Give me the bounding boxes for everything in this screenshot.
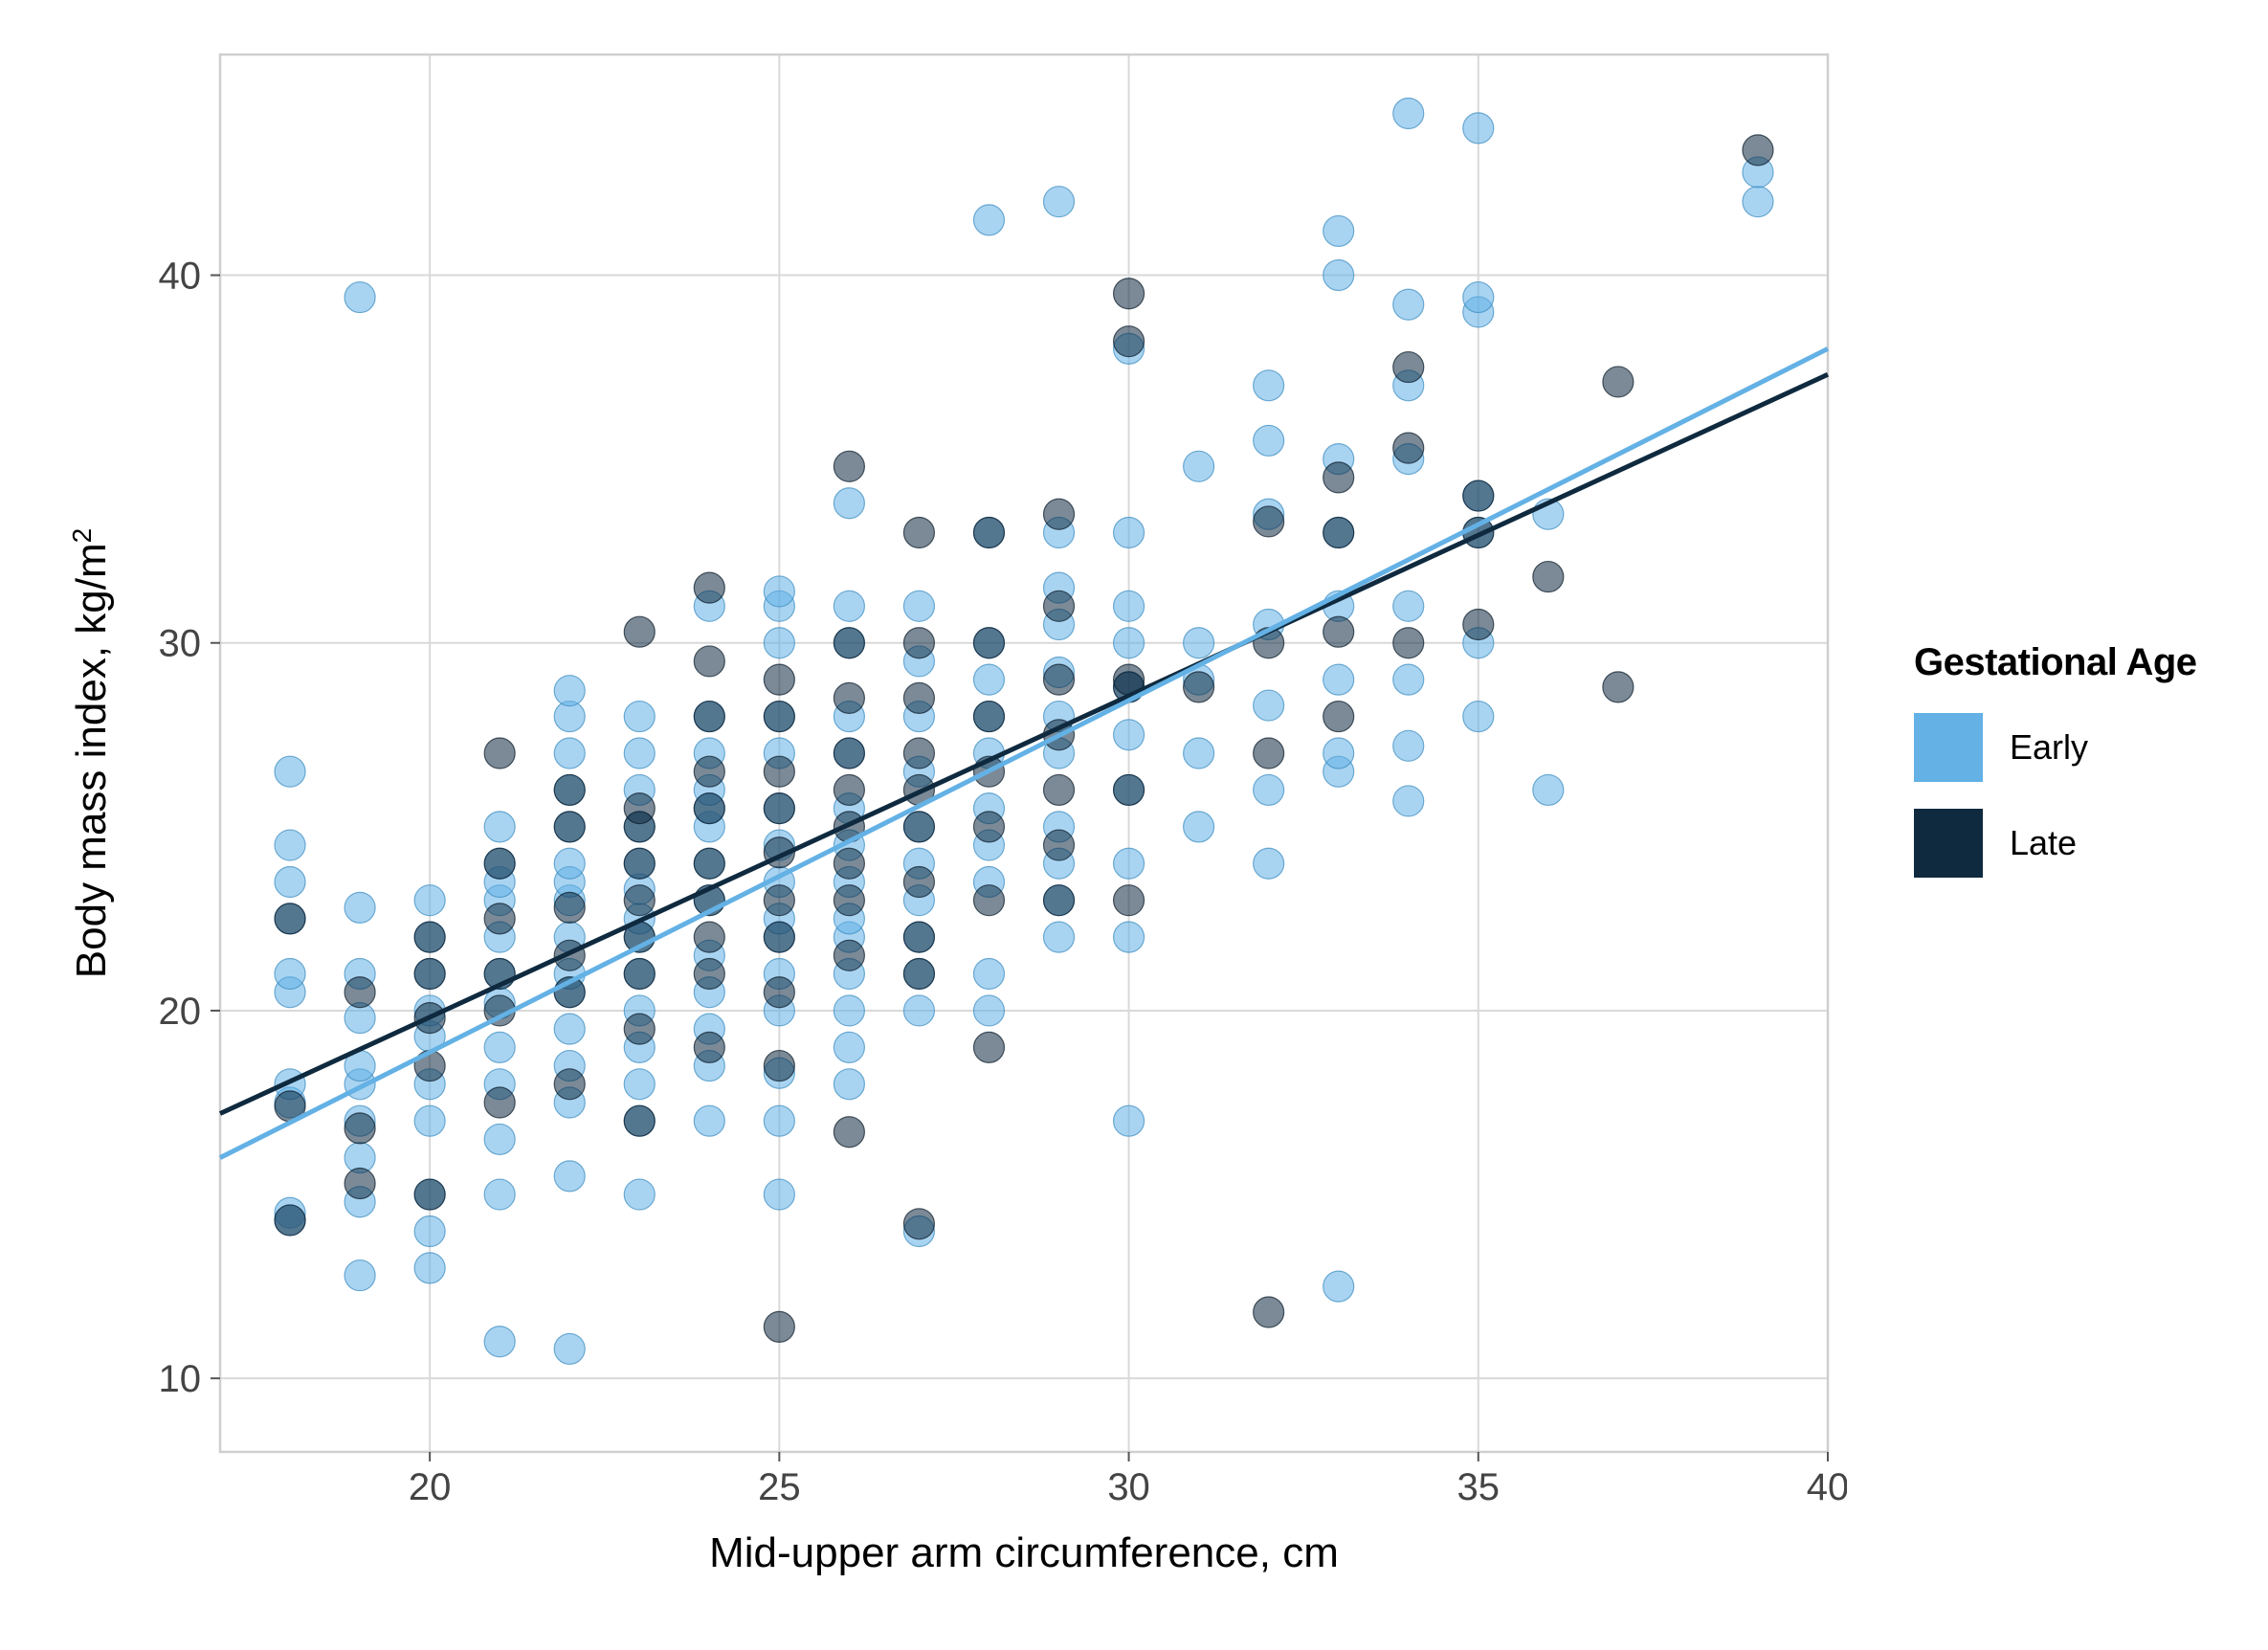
- xtick-label: 25: [758, 1466, 801, 1508]
- scatter-chart: 20 25 30 35 40 10 20 30 40 Mid-upper arm circumfe…: [48, 26, 1847, 1615]
- x-axis-label: Mid-upper arm circumference, cm: [709, 1529, 1339, 1576]
- legend-swatch-late: [1914, 809, 1983, 878]
- xtick-label: 40: [1807, 1466, 1847, 1508]
- legend-item-early: Early: [1914, 713, 2197, 782]
- ytick-label: 10: [159, 1358, 202, 1400]
- ytick-label: 30: [159, 623, 202, 665]
- legend-title: Gestational Age: [1914, 641, 2197, 684]
- legend-item-late: Late: [1914, 809, 2197, 878]
- xtick-label: 20: [409, 1466, 452, 1508]
- legend-label-late: Late: [2010, 823, 2077, 863]
- xtick-label: 35: [1457, 1466, 1501, 1508]
- legend: Gestational Age Early Late: [1914, 641, 2197, 904]
- xtick-label: 30: [1107, 1466, 1150, 1508]
- ytick-label: 20: [159, 991, 202, 1033]
- legend-label-early: Early: [2010, 727, 2088, 768]
- legend-swatch-early: [1914, 713, 1983, 782]
- y-axis-label: Body mass index, kg/m2: [67, 528, 116, 978]
- ytick-label: 40: [159, 256, 202, 298]
- chart-svg: 20 25 30 35 40 10 20 30 40 Mid-upper arm circumfe…: [48, 26, 1847, 1615]
